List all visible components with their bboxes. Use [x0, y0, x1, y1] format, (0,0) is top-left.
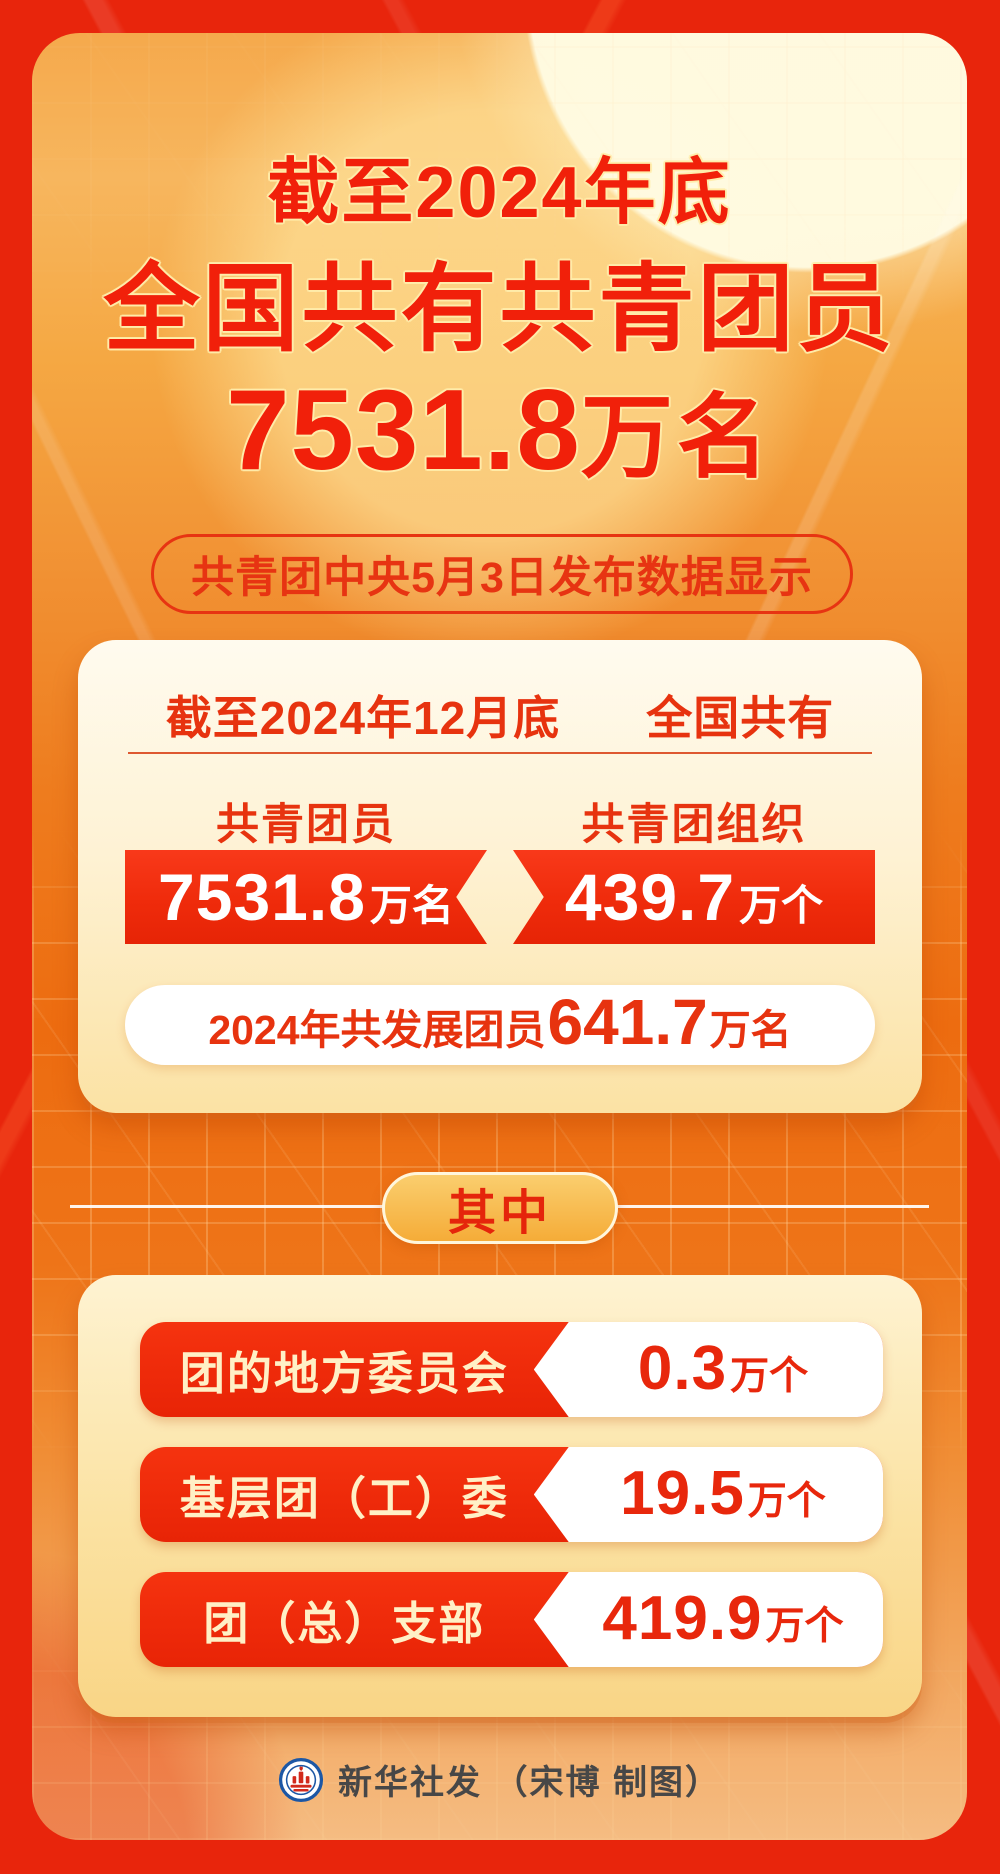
source-note: 共青团中央5月3日发布数据显示	[191, 554, 813, 602]
row-value-background	[533, 1572, 883, 1667]
row-value: 19.5 万个	[620, 1459, 826, 1528]
kicker-title: 截至2024年底	[267, 153, 732, 233]
breakdown-card: 团的地方委员会 0.3 万个 基层团（工）委 19.5 万个 团（总）支部 41…	[78, 1275, 922, 1717]
breakdown-row-branches: 团（总）支部 419.9 万个	[140, 1572, 883, 1667]
members-value: 7531.8	[158, 860, 366, 934]
new-members-unit: 万名	[709, 1007, 792, 1053]
row-value: 0.3 万个	[637, 1334, 809, 1403]
organizations-unit: 万个	[739, 882, 824, 929]
headline-number: 7531.8万名	[32, 363, 967, 496]
poster-panel: 截至2024年底 全国共有共青团员 7531.8万名 共青团中央5月3日发布数据…	[32, 33, 967, 1840]
breakdown-row-local-committees: 团的地方委员会 0.3 万个	[140, 1322, 883, 1417]
summary-scope: 全国共有	[646, 692, 835, 744]
members-label: 共青团员	[216, 801, 396, 849]
credit-text: 新华社发 （宋博 制图）	[338, 1764, 721, 1802]
source-pill: 共青团中央5月3日发布数据显示	[151, 534, 853, 614]
members-unit: 万名	[369, 882, 454, 929]
organizations-label: 共青团组织	[581, 801, 807, 849]
new-members-prefix: 2024年共发展团员	[208, 1007, 546, 1053]
summary-card-header: 截至2024年12月底 全国共有	[78, 682, 922, 748]
row-value-background	[533, 1322, 883, 1417]
headline: 全国共有共青团员	[103, 256, 896, 363]
among-pill: 其中	[382, 1172, 618, 1244]
organizations-value: 439.7	[564, 860, 736, 934]
row-label: 团（总）支部	[203, 1598, 486, 1649]
organizations-column: 共青团组织 439.7 万个	[513, 790, 875, 944]
new-members-pill: 2024年共发展团员 641.7 万名	[125, 985, 875, 1065]
among-label: 其中	[447, 1187, 552, 1240]
summary-period: 截至2024年12月底	[165, 692, 561, 744]
summary-divider-line	[128, 752, 872, 754]
row-value: 419.9 万个	[602, 1584, 844, 1653]
row-value-background	[533, 1447, 883, 1542]
members-column: 共青团员 7531.8 万名	[125, 790, 487, 944]
footer-credit: 新华社发 （宋博 制图）	[32, 1755, 967, 1804]
headline-number-value: 7531.8	[226, 367, 581, 494]
headline-number-unit: 万名	[580, 387, 773, 489]
xinhua-logo-icon	[278, 1757, 324, 1803]
new-members-value: 641.7	[547, 986, 708, 1058]
row-label: 基层团（工）委	[179, 1473, 509, 1524]
members-ribbon: 7531.8 万名	[125, 850, 487, 944]
row-label: 团的地方委员会	[179, 1348, 509, 1399]
breakdown-row-grassroots-committees: 基层团（工）委 19.5 万个	[140, 1447, 883, 1542]
organizations-ribbon: 439.7 万个	[513, 850, 875, 944]
summary-columns: 共青团员 7531.8 万名 共青团组织 439.7 万个	[125, 790, 875, 944]
summary-card: 截至2024年12月底 全国共有 共青团员 7531.8 万名 共青团组织 43…	[78, 640, 922, 1113]
